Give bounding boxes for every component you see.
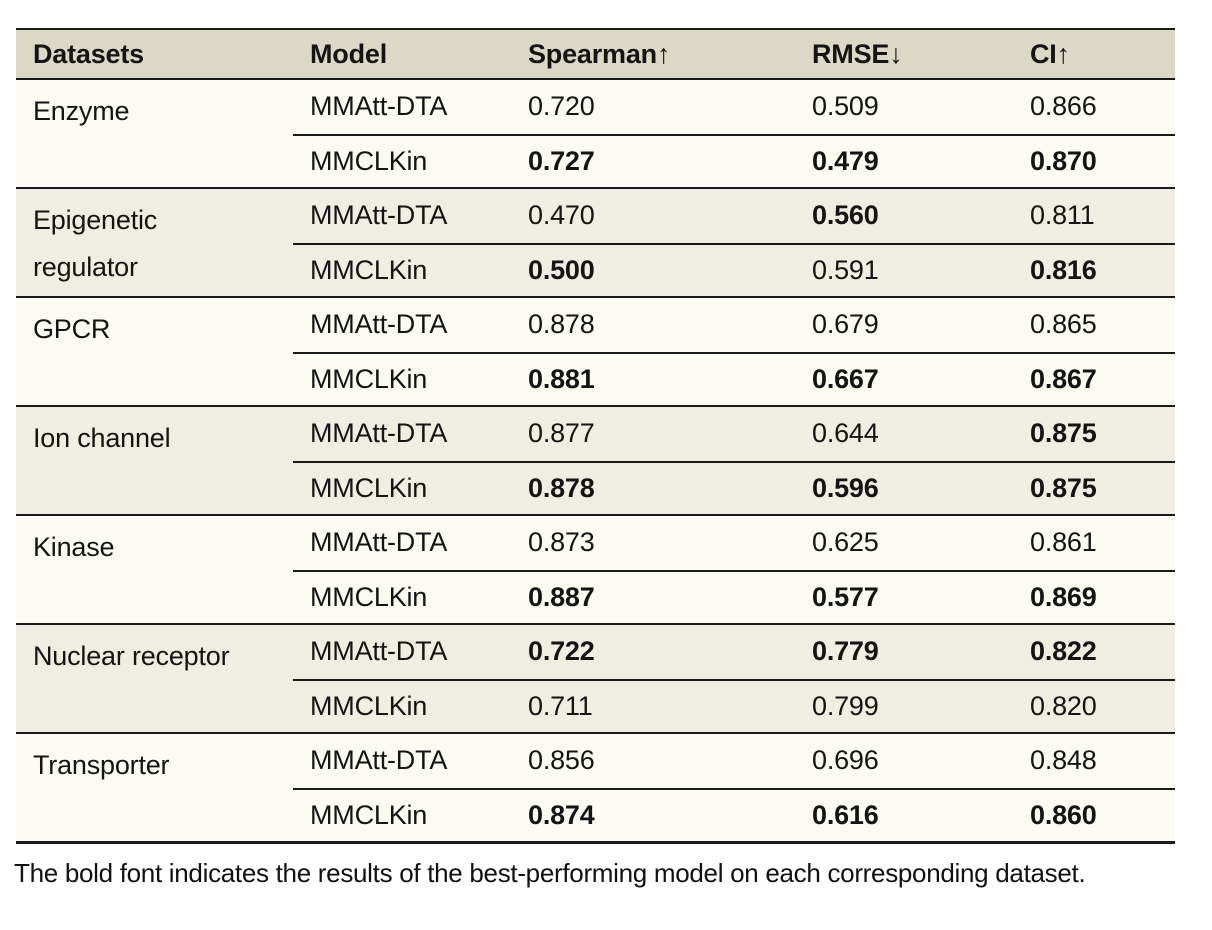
metric-value: 0.727 — [511, 133, 795, 188]
dataset-group: Kinase MMAtt-DTA 0.873 0.625 0.861 MMCLKin 0.8… — [16, 514, 1175, 623]
dataset-name-cell: Transporter — [16, 734, 293, 841]
metric-value: 0.509 — [812, 91, 879, 122]
model-name: MMAtt-DTA — [310, 91, 448, 122]
metric-value: 0.711 — [511, 678, 795, 733]
metric-value: 0.644 — [812, 418, 879, 449]
dataset-name-cell: Enzyme — [16, 80, 293, 187]
metric-value: 0.720 — [528, 91, 595, 122]
metric-value: 0.878 — [528, 309, 595, 340]
metric-value: 0.696 — [812, 745, 879, 776]
dataset-group: GPCR MMAtt-DTA 0.878 0.679 0.865 MMCLKin 0.881… — [16, 296, 1175, 405]
metric-value: 0.779 — [812, 636, 879, 667]
metric-value: 0.874 — [511, 787, 795, 842]
model-name: MMCLKin — [293, 242, 511, 297]
model-name: MMAtt-DTA — [310, 418, 448, 449]
metric-value: 0.873 — [528, 527, 595, 558]
model-name: MMAtt-DTA — [310, 745, 448, 776]
metric-value: 0.799 — [795, 678, 1013, 733]
metric-value: 0.816 — [1013, 242, 1175, 297]
metric-value: 0.869 — [1013, 569, 1175, 624]
metric-value: 0.822 — [1030, 636, 1097, 667]
dataset-group: Transporter MMAtt-DTA 0.856 0.696 0.848 MMCLK… — [16, 732, 1175, 841]
metric-value: 0.596 — [795, 460, 1013, 515]
table-body: Enzyme MMAtt-DTA 0.720 0.509 0.866 MMCLKin 0.7… — [16, 80, 1175, 841]
metric-value: 0.860 — [1013, 787, 1175, 842]
column-header-ci: CI↑ — [1030, 38, 1070, 69]
metric-value: 0.820 — [1013, 678, 1175, 733]
metric-value: 0.479 — [795, 133, 1013, 188]
table-header-row: Datasets Model Spearman↑ RMSE↓ CI↑ — [16, 30, 1175, 80]
metric-value: 0.887 — [511, 569, 795, 624]
model-name: MMAtt-DTA — [310, 636, 448, 667]
column-header-spearman: Spearman↑ — [528, 38, 671, 69]
model-name: MMCLKin — [293, 787, 511, 842]
metric-value: 0.861 — [1030, 527, 1097, 558]
metric-value: 0.577 — [795, 569, 1013, 624]
metric-value: 0.866 — [1030, 91, 1097, 122]
column-header-rmse: RMSE↓ — [812, 38, 903, 69]
metric-value: 0.875 — [1030, 418, 1097, 449]
dataset-name: Ion channel — [33, 423, 171, 453]
dataset-name: GPCR — [33, 314, 111, 344]
results-table: Datasets Model Spearman↑ RMSE↓ CI↑ Enzym… — [16, 28, 1175, 844]
column-header-model: Model — [310, 38, 387, 69]
metric-value: 0.865 — [1030, 309, 1097, 340]
metric-value: 0.878 — [511, 460, 795, 515]
model-name: MMCLKin — [293, 133, 511, 188]
dataset-group: Enzyme MMAtt-DTA 0.720 0.509 0.866 MMCLKin 0.7… — [16, 80, 1175, 187]
model-name: MMAtt-DTA — [310, 527, 448, 558]
model-name: MMCLKin — [293, 351, 511, 406]
metric-value: 0.500 — [511, 242, 795, 297]
metric-value: 0.867 — [1013, 351, 1175, 406]
metric-value: 0.881 — [511, 351, 795, 406]
dataset-name: Transporter — [33, 750, 170, 780]
metric-value: 0.875 — [1013, 460, 1175, 515]
metric-value: 0.877 — [528, 418, 595, 449]
dataset-name-cell: GPCR — [16, 298, 293, 405]
dataset-name: Epigenetic regulator — [33, 205, 158, 282]
dataset-name-cell: Epigenetic regulator — [16, 189, 293, 296]
dataset-group: Ion channel MMAtt-DTA 0.877 0.644 0.875 MMCLK… — [16, 405, 1175, 514]
metric-value: 0.470 — [528, 200, 595, 231]
metric-value: 0.591 — [795, 242, 1013, 297]
table-footnote: The bold font indicates the results of t… — [14, 858, 1086, 888]
metric-value: 0.848 — [1030, 745, 1097, 776]
dataset-name: Nuclear receptor — [33, 641, 230, 671]
dataset-name-cell: Kinase — [16, 516, 293, 623]
model-name: MMAtt-DTA — [310, 309, 448, 340]
dataset-name-cell: Nuclear receptor — [16, 625, 293, 732]
model-name: MMCLKin — [293, 678, 511, 733]
metric-value: 0.667 — [795, 351, 1013, 406]
dataset-name: Enzyme — [33, 96, 130, 126]
metric-value: 0.811 — [1030, 200, 1095, 231]
dataset-group: Epigenetic regulator MMAtt-DTA 0.470 0.560 0… — [16, 187, 1175, 296]
dataset-group: Nuclear receptor MMAtt-DTA 0.722 0.779 0.822… — [16, 623, 1175, 732]
dataset-name: Kinase — [33, 532, 115, 562]
model-name: MMAtt-DTA — [310, 200, 448, 231]
metric-value: 0.856 — [528, 745, 595, 776]
model-name: MMCLKin — [293, 569, 511, 624]
metric-value: 0.616 — [795, 787, 1013, 842]
metric-value: 0.679 — [812, 309, 879, 340]
column-header-datasets: Datasets — [33, 38, 144, 69]
metric-value: 0.625 — [812, 527, 879, 558]
metric-value: 0.560 — [812, 200, 879, 231]
model-name: MMCLKin — [293, 460, 511, 515]
dataset-name-cell: Ion channel — [16, 407, 293, 514]
metric-value: 0.722 — [528, 636, 595, 667]
metric-value: 0.870 — [1013, 133, 1175, 188]
